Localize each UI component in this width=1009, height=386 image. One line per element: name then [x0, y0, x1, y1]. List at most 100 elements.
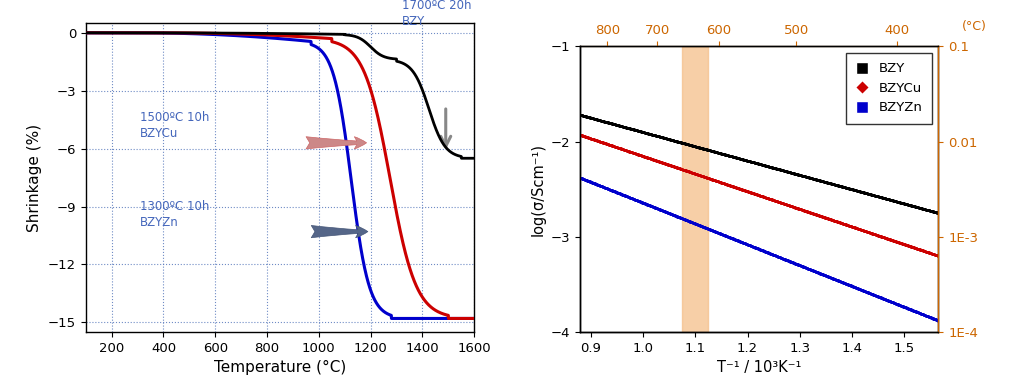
Point	[694, 173, 710, 179]
Point	[646, 132, 662, 138]
Point	[799, 174, 815, 180]
Point	[921, 249, 937, 256]
Point	[773, 200, 789, 206]
Point	[886, 198, 902, 204]
Point	[858, 190, 874, 196]
Point	[630, 128, 646, 134]
Point	[878, 235, 894, 241]
Point	[623, 149, 639, 155]
Point	[875, 195, 891, 201]
Point	[773, 254, 789, 261]
Point	[901, 306, 917, 312]
Point	[924, 315, 940, 321]
Point	[700, 225, 716, 232]
Point	[666, 137, 682, 144]
Point	[837, 280, 854, 286]
Point	[602, 186, 619, 193]
Point	[681, 168, 697, 174]
Point	[669, 213, 685, 219]
Point	[836, 184, 853, 190]
Point	[572, 112, 588, 118]
Point	[829, 218, 846, 225]
Point	[889, 239, 905, 245]
Point	[586, 180, 602, 186]
Point	[580, 114, 596, 120]
Point	[825, 181, 842, 187]
Point	[625, 149, 641, 156]
Point	[797, 208, 813, 214]
Point	[821, 180, 837, 186]
Point	[833, 183, 850, 190]
Point	[735, 239, 751, 245]
Point	[792, 172, 808, 178]
Point	[777, 256, 793, 262]
Point	[779, 257, 795, 263]
Point	[696, 224, 712, 230]
Point	[823, 181, 839, 187]
Point	[744, 159, 760, 165]
Point	[863, 191, 879, 198]
Point	[896, 241, 912, 247]
Point	[742, 189, 758, 195]
Point	[750, 245, 766, 251]
Point	[731, 185, 747, 191]
Point	[615, 192, 632, 198]
Point	[809, 269, 825, 275]
Point	[725, 154, 742, 160]
Point	[870, 232, 886, 239]
Point	[755, 162, 771, 168]
Point	[731, 238, 747, 244]
Point	[900, 201, 916, 208]
Point	[644, 131, 660, 137]
Point	[914, 206, 930, 212]
Point	[791, 262, 807, 268]
Point	[580, 134, 596, 141]
Point	[918, 207, 934, 213]
Point	[816, 214, 832, 220]
Point	[865, 230, 881, 237]
Point	[726, 154, 743, 160]
Point	[889, 301, 905, 307]
Point	[602, 120, 619, 126]
Point	[651, 134, 667, 140]
Point	[925, 315, 941, 322]
Point	[857, 190, 873, 196]
Point	[744, 243, 760, 249]
Point	[632, 152, 648, 158]
Point	[801, 209, 817, 215]
Point	[872, 194, 888, 200]
Point	[781, 202, 797, 208]
Point	[847, 284, 863, 290]
Point	[805, 176, 821, 182]
Point	[651, 158, 667, 164]
Point	[803, 210, 819, 216]
Point	[812, 213, 828, 219]
Point	[608, 122, 625, 128]
Point	[670, 213, 686, 220]
Point	[842, 185, 858, 191]
Point	[585, 115, 601, 122]
Y-axis label: Shrinkage (%): Shrinkage (%)	[27, 124, 42, 232]
Point	[808, 269, 824, 275]
Point	[819, 179, 835, 186]
Point	[906, 203, 922, 209]
Point	[662, 162, 678, 168]
Point	[913, 247, 929, 253]
Point	[882, 298, 898, 304]
Point	[710, 150, 726, 156]
Point	[854, 227, 870, 233]
Point	[670, 139, 686, 145]
Point	[923, 315, 939, 321]
Point	[652, 159, 668, 165]
Point	[603, 187, 620, 193]
Point	[683, 142, 699, 148]
Point	[805, 176, 821, 182]
Point	[624, 126, 640, 132]
Point	[896, 241, 912, 247]
Point	[784, 203, 800, 210]
Point	[870, 293, 886, 300]
Point	[835, 280, 852, 286]
Point	[572, 132, 588, 138]
Point	[580, 178, 596, 184]
Point	[623, 126, 639, 132]
